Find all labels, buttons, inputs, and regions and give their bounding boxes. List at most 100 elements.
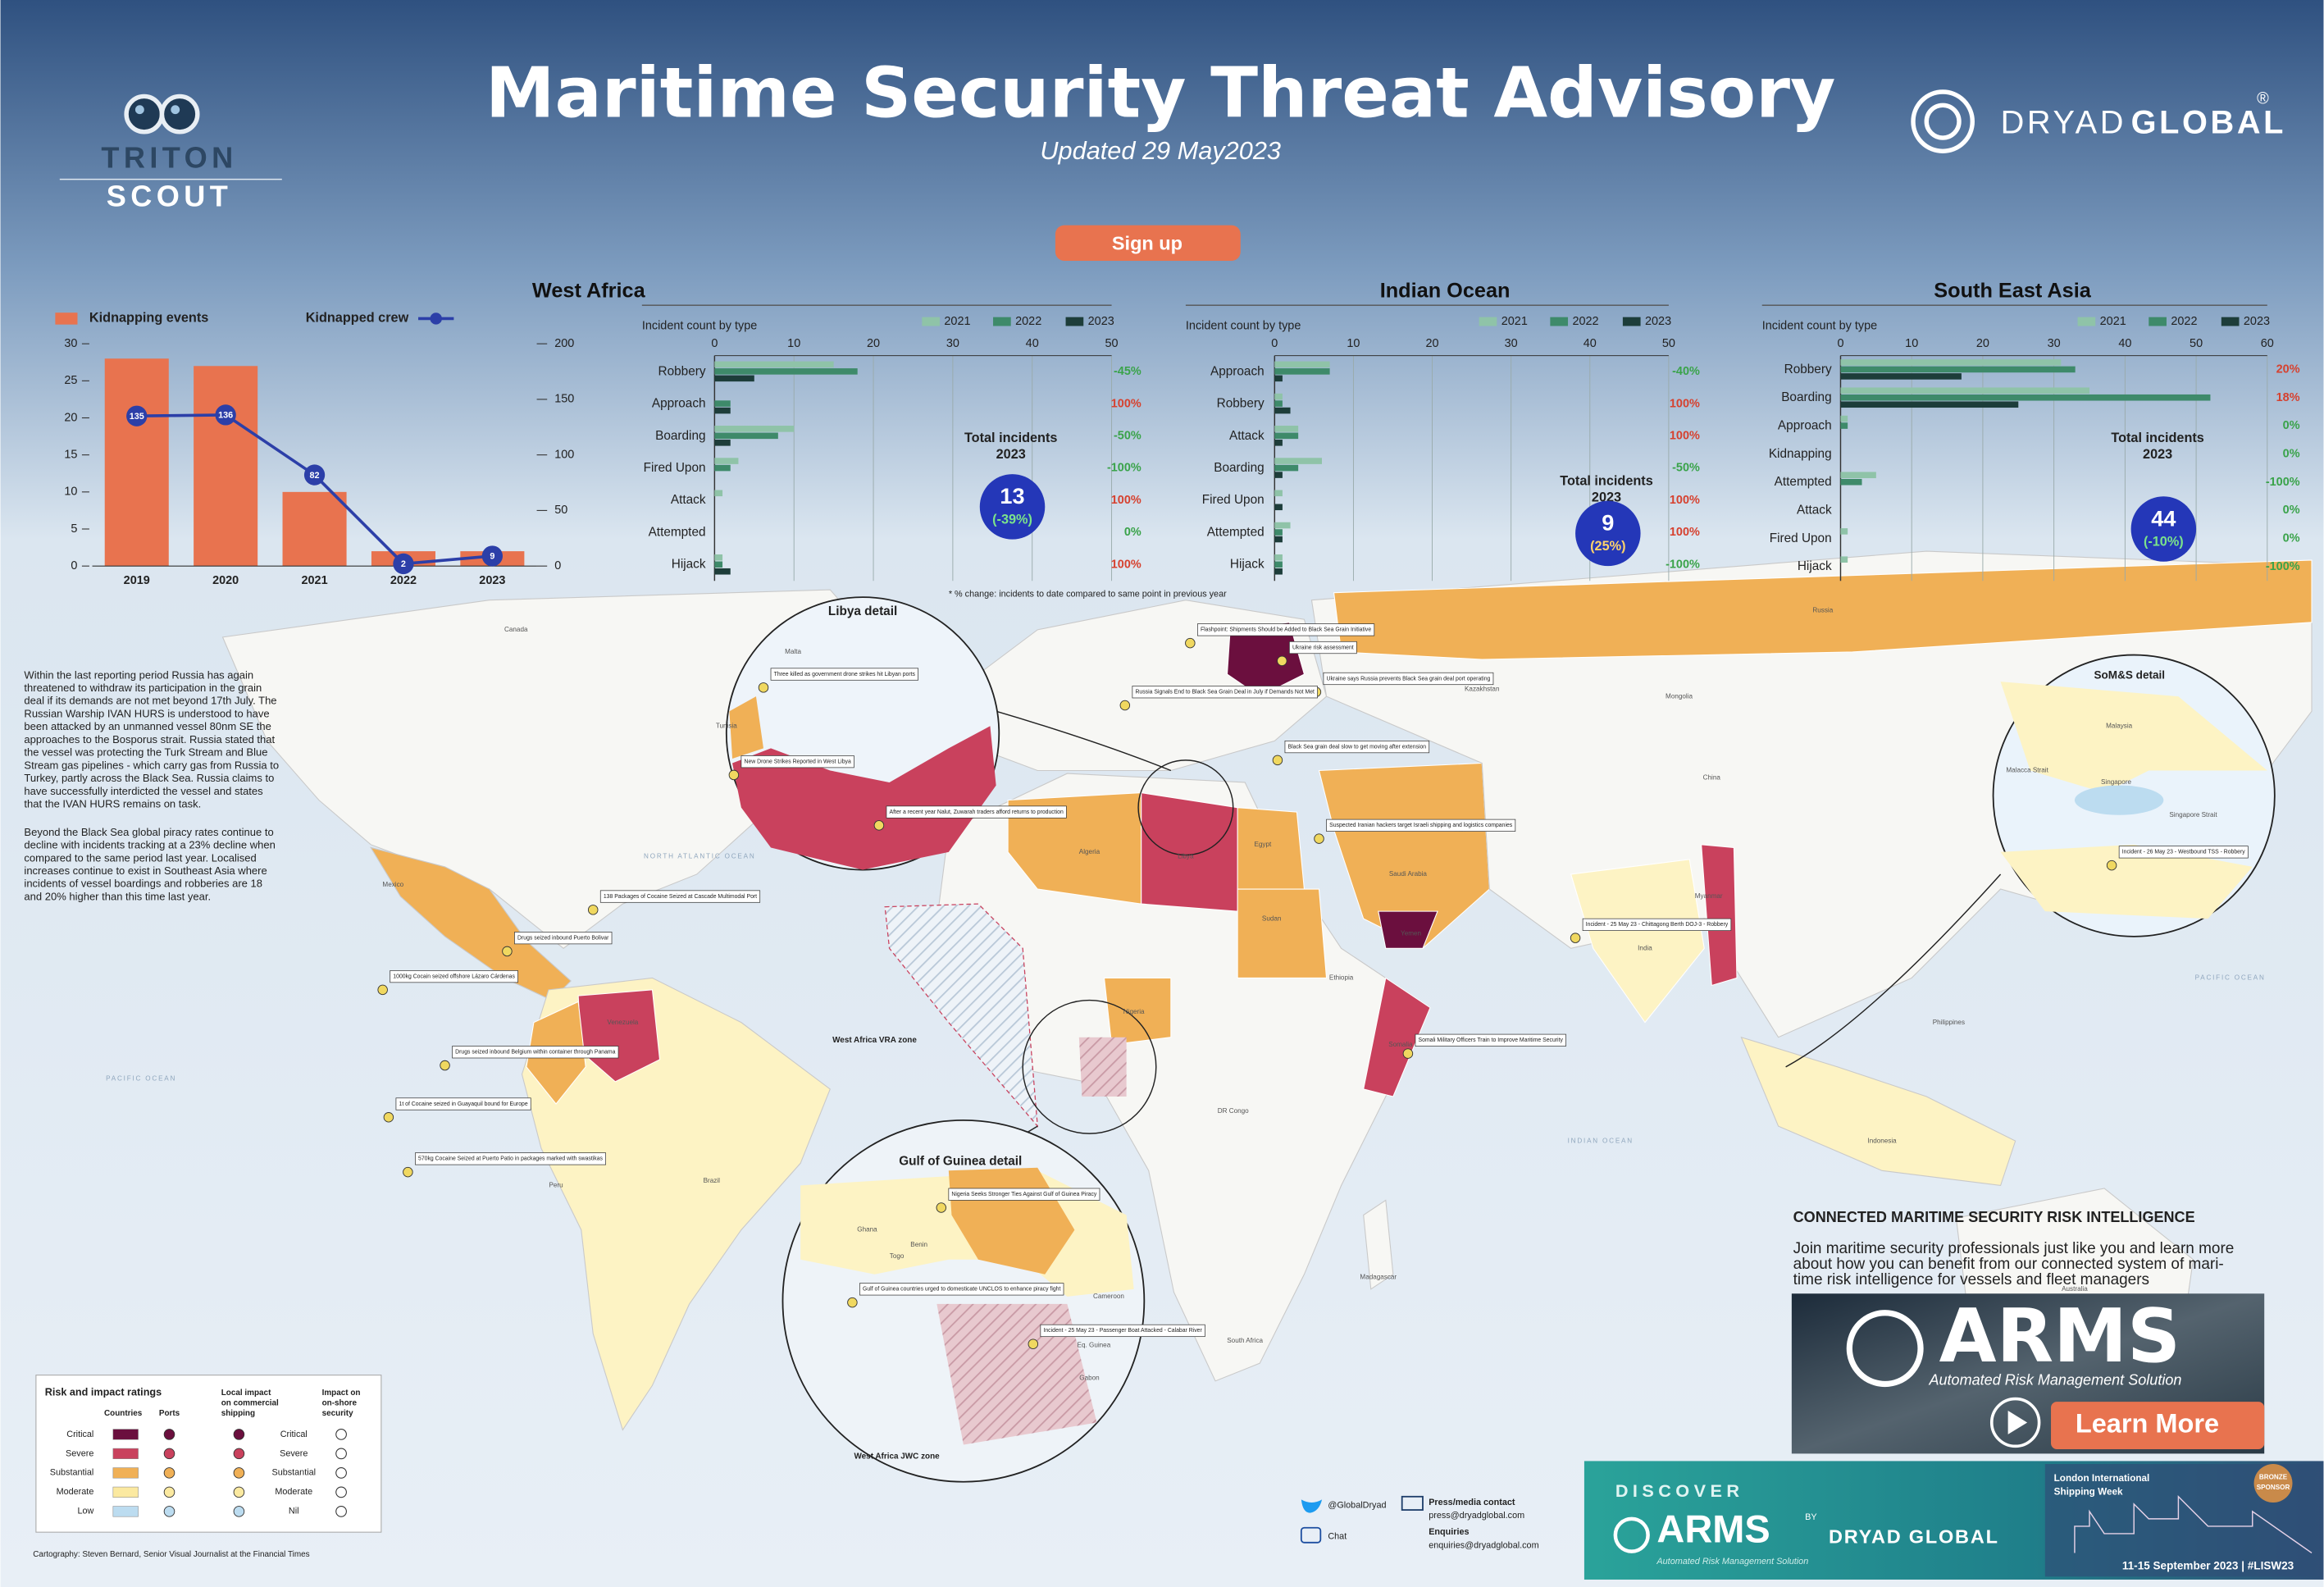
x-tick-label: 60 [2261,337,2274,350]
legend-dot [430,312,442,325]
security-icon [335,1467,347,1479]
legend-port [163,1467,175,1479]
bar [714,407,731,414]
callout-text: Incident - 25 May 23 - Passenger Boat At… [1043,1328,1202,1334]
y-tick-label: 25 [64,374,77,387]
change-label: -100% [1666,558,1700,571]
bar [714,375,754,382]
place-label: Indonesia [1867,1137,1897,1144]
jwc-zone [1078,1037,1127,1097]
port-icon [502,946,513,957]
change-label: 100% [1670,397,1700,410]
x-tick-label: 0 [711,337,718,350]
y2-tick-label: 200 [554,337,574,350]
x-tick-label: 40 [1026,337,1039,350]
summary-line: decline with incidents tracking at a 23%… [24,839,275,851]
y-tick-label: 30 [64,337,77,350]
place-label: Nigeria [1123,1008,1145,1015]
callout-box [859,1283,1064,1296]
y-tick-label: 0 [71,559,77,572]
banner-sub: Automated Risk Management Solution [1656,1557,1808,1566]
bar [1274,368,1330,375]
ad-title: ARMS [1939,1293,2180,1380]
change-label: 100% [1670,526,1700,539]
summary-line: Within the last reporting period Russia … [24,668,253,681]
yemen [1378,910,1438,949]
x-tick-label: 2023 [479,574,505,587]
tunisia-detail [729,696,763,759]
port-icon [1314,833,1324,844]
connector [1785,873,2002,1068]
place-label: South Africa [1227,1337,1263,1344]
banner-product: ARMS [1656,1507,1770,1551]
place-label: India [1638,944,1652,951]
legend-level: Critical [66,1430,93,1439]
legend-col: Ports [159,1409,180,1418]
banner-text: BY [1805,1512,1816,1522]
logo-lens [159,93,200,135]
singapore-detail [2074,785,2164,815]
legend-level: Moderate [57,1487,94,1497]
bar [714,464,731,472]
bar [1840,366,2076,373]
legend-col: Impact on [322,1389,361,1398]
legend-label: 2021 [2100,315,2126,328]
x-tick-label: 40 [2118,337,2131,350]
legend-level: Moderate [275,1487,312,1497]
total-label: 2023 [1592,490,1621,504]
play-arrow [2007,1411,2028,1434]
summary-line: incidents of vessel boardings and robber… [24,878,262,890]
place-label: Gabon [1079,1374,1099,1381]
legend-swatch [112,1429,139,1440]
indonesia [1740,1036,2016,1186]
x-tick-label: 2019 [124,574,150,587]
myanmar [1701,844,1738,987]
signup-button[interactable] [1055,225,1241,261]
legend-col: security [322,1409,354,1418]
bar [1840,478,1862,486]
change-label: 0% [1124,526,1141,539]
legend-level: Nil [289,1507,299,1516]
place-label: Benin [910,1241,927,1248]
point [481,545,504,567]
place-label: DR Congo [1218,1107,1249,1115]
place-label: Algeria [1079,848,1100,855]
contact-text: Press/media contact [1429,1498,1515,1507]
callout-box [390,970,518,983]
callout-box [452,1046,619,1059]
y-tick-label: 15 [64,448,77,461]
legend-port [163,1506,175,1517]
legend-swatch [2221,317,2240,326]
callout-text: After a recent year Nalut, Zuwarah trade… [890,809,1064,815]
bar [1840,387,2090,394]
algeria [1007,792,1142,905]
legend-level: Severe [66,1448,93,1458]
change-label: 100% [1111,558,1141,571]
category-label: Fired Upon [644,461,706,475]
summary-line: deal if its demands are not met beyond 1… [24,695,276,707]
point-label: 136 [218,411,233,421]
bar [1840,373,1962,380]
place-label: Philippines [1933,1019,1965,1026]
change-label: -100% [2266,476,2300,489]
legend-label: 2022 [2171,315,2197,328]
port-icon [1277,655,1287,667]
callout-box [1289,641,1357,654]
logo-lens [124,93,165,135]
learn-more-button[interactable] [2051,1402,2265,1449]
category-label: Attempted [649,525,706,539]
x-tick-label: 0 [1271,337,1278,350]
port-icon [758,682,769,693]
y-tick-label: 10 [64,486,77,499]
zone-label: West Africa VRA zone [832,1036,917,1045]
callout-box [1582,918,1732,931]
bar [1274,361,1330,368]
point [303,464,326,486]
contact-text: press@dryadglobal.com [1429,1511,1524,1521]
summary-line: increases continue to exist in Southeast… [24,864,267,877]
port-icon [1570,933,1581,943]
category-label: Hijack [672,558,706,572]
port-icon [587,905,599,915]
legend-box [35,1375,382,1533]
